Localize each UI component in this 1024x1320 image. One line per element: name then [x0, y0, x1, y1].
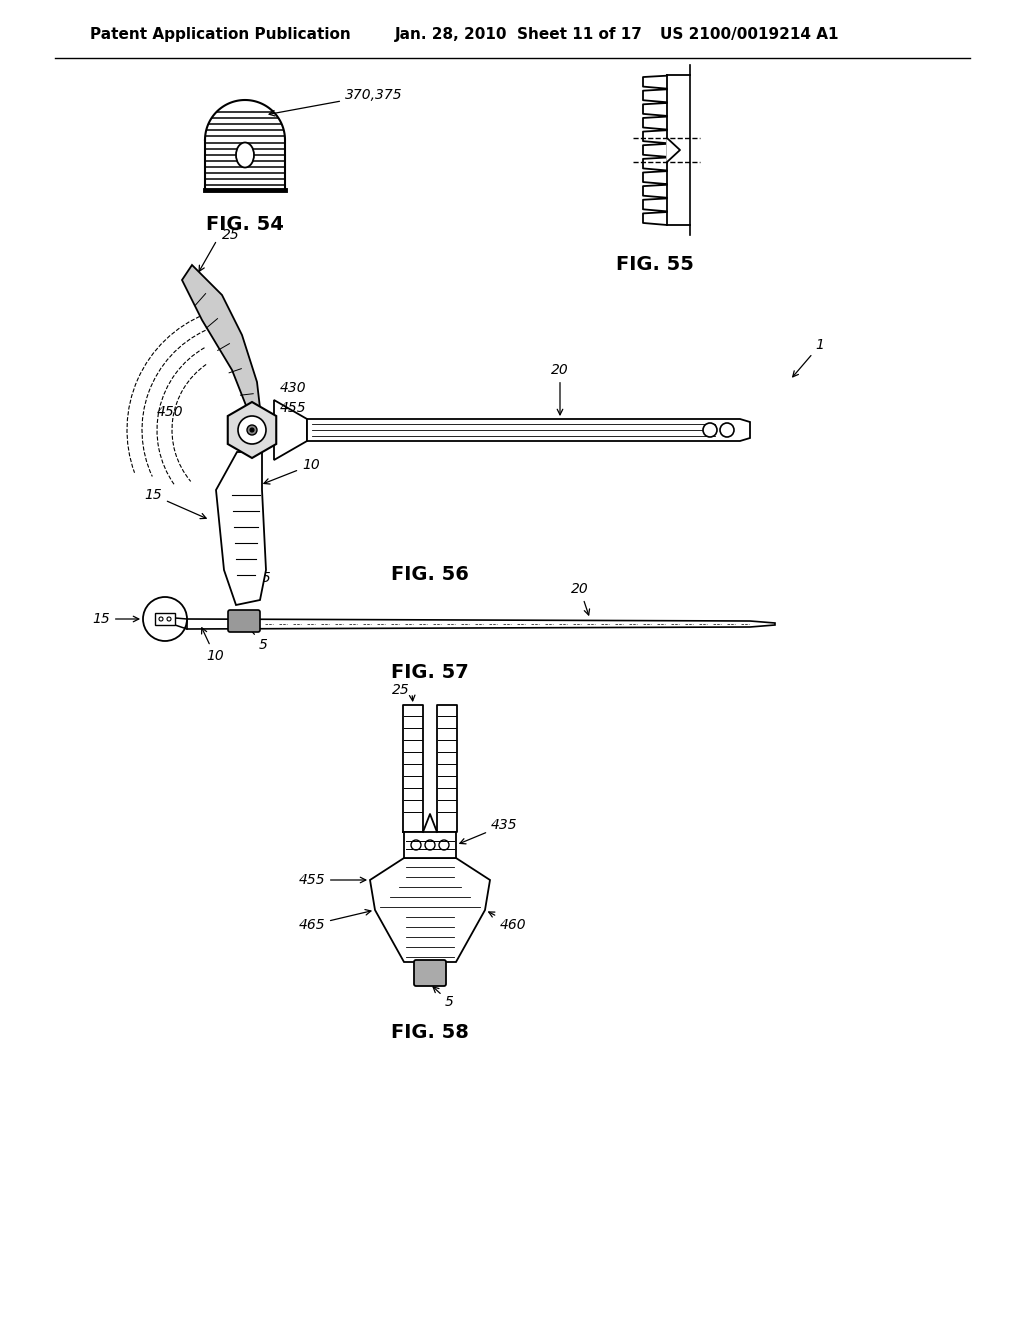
Text: 25: 25 [392, 682, 410, 697]
Polygon shape [216, 451, 266, 605]
Circle shape [238, 416, 266, 444]
Circle shape [159, 616, 163, 620]
Text: 15: 15 [144, 488, 206, 519]
Text: 455: 455 [280, 401, 306, 414]
Text: FIG. 56: FIG. 56 [391, 565, 469, 585]
Polygon shape [667, 139, 680, 162]
Polygon shape [437, 705, 457, 832]
Text: 35: 35 [254, 572, 271, 585]
Text: FIG. 55: FIG. 55 [616, 256, 694, 275]
Text: 5: 5 [247, 626, 268, 652]
Text: 455: 455 [298, 873, 366, 887]
FancyBboxPatch shape [228, 610, 260, 632]
Polygon shape [403, 705, 423, 832]
Text: 460: 460 [488, 912, 526, 932]
Polygon shape [182, 265, 260, 408]
Circle shape [411, 840, 421, 850]
Circle shape [247, 425, 257, 436]
Polygon shape [163, 616, 187, 630]
Text: 10: 10 [202, 628, 224, 663]
Text: 15: 15 [92, 612, 139, 626]
Polygon shape [370, 858, 490, 962]
Text: 20: 20 [571, 582, 590, 615]
Text: 450: 450 [157, 405, 183, 418]
Text: 5: 5 [433, 987, 454, 1008]
Text: FIG. 58: FIG. 58 [391, 1023, 469, 1041]
Polygon shape [274, 400, 307, 459]
Polygon shape [227, 403, 276, 458]
Text: US 2100/0019214 A1: US 2100/0019214 A1 [660, 28, 839, 42]
Text: FIG. 57: FIG. 57 [391, 663, 469, 681]
FancyBboxPatch shape [155, 612, 175, 624]
FancyBboxPatch shape [414, 960, 446, 986]
Polygon shape [404, 832, 456, 858]
Text: 370,375: 370,375 [269, 88, 402, 116]
Text: Jan. 28, 2010  Sheet 11 of 17: Jan. 28, 2010 Sheet 11 of 17 [395, 28, 643, 42]
Circle shape [250, 428, 254, 432]
Text: 20: 20 [551, 363, 569, 414]
Ellipse shape [236, 143, 254, 168]
Polygon shape [423, 705, 437, 832]
Circle shape [167, 616, 171, 620]
Text: 465: 465 [298, 909, 371, 932]
Polygon shape [187, 619, 775, 630]
Polygon shape [307, 418, 750, 441]
Text: 1: 1 [793, 338, 824, 376]
Circle shape [425, 840, 435, 850]
Circle shape [703, 422, 717, 437]
Circle shape [439, 840, 449, 850]
Text: 25: 25 [222, 228, 240, 242]
Text: 10: 10 [264, 458, 319, 484]
Circle shape [720, 422, 734, 437]
Text: Patent Application Publication: Patent Application Publication [90, 28, 351, 42]
Polygon shape [205, 100, 285, 190]
Circle shape [143, 597, 187, 642]
Text: 430: 430 [280, 381, 306, 395]
Text: FIG. 54: FIG. 54 [206, 215, 284, 235]
Text: 435: 435 [460, 818, 517, 843]
